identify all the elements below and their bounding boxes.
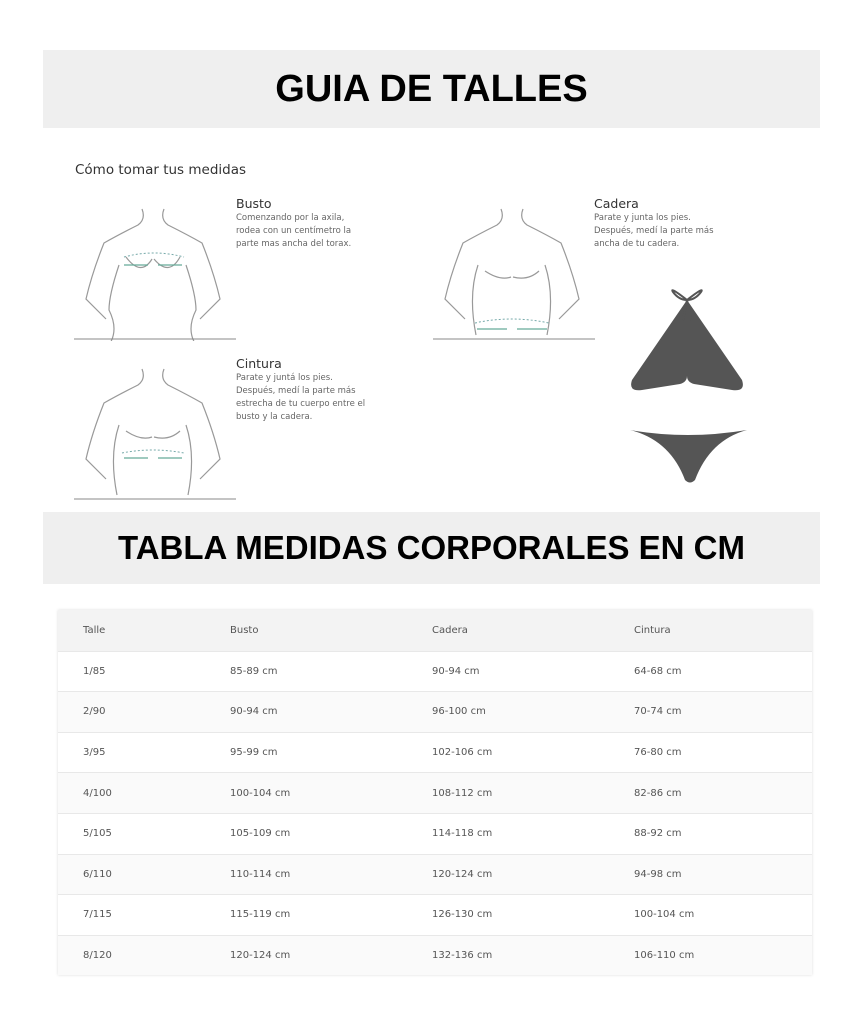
- hip-text-line: ancha de tu cadera.: [594, 239, 680, 249]
- table-row: 5/105 105-109 cm 114-118 cm 88-92 cm: [58, 812, 812, 854]
- table-cell: 110-114 cm: [230, 868, 291, 880]
- table-cell: 1/85: [83, 665, 106, 677]
- table-cell: 82-86 cm: [634, 787, 682, 799]
- table-cell: 120-124 cm: [230, 950, 291, 962]
- table-row: 4/100 100-104 cm 108-112 cm 82-86 cm: [58, 772, 812, 813]
- table-cell: 2/90: [83, 706, 106, 718]
- hip-figure-illustration: [433, 208, 595, 340]
- table-cell: 8/120: [83, 950, 112, 962]
- waist-title: Cintura: [236, 356, 282, 371]
- table-cell: 115-119 cm: [230, 909, 291, 921]
- hip-instructions: Cadera Parate y junta los pies. Después,…: [594, 196, 714, 251]
- waist-text-line: Después, medí la parte más: [236, 386, 356, 396]
- table-cell: 4/100: [83, 787, 112, 799]
- bust-title: Busto: [236, 196, 272, 211]
- hip-text-line: Parate y junta los pies.: [594, 213, 691, 223]
- size-table: Talle Busto Cadera Cintura 1/85 85-89 cm 9…: [58, 610, 812, 976]
- table-cell: 5/105: [83, 828, 112, 840]
- table-cell: 96-100 cm: [432, 706, 486, 718]
- table-cell: 120-124 cm: [432, 868, 493, 880]
- how-to-heading: Cómo tomar tus medidas: [75, 162, 247, 178]
- table-cell: 76-80 cm: [634, 747, 682, 759]
- table-row: 8/120 120-124 cm 132-136 cm 106-110 cm: [58, 934, 812, 976]
- table-row: 7/115 115-119 cm 126-130 cm 100-104 cm: [58, 894, 812, 935]
- table-row: 3/95 95-99 cm 102-106 cm 76-80 cm: [58, 731, 812, 773]
- table-cell: 3/95: [83, 747, 106, 759]
- waist-text-line: estrecha de tu cuerpo entre el: [236, 399, 366, 409]
- waist-instructions: Cintura Parate y juntá los pies. Después…: [236, 356, 365, 424]
- table-cell: 105-109 cm: [230, 828, 291, 840]
- table-row: 2/90 90-94 cm 96-100 cm 70-74 cm: [58, 691, 812, 732]
- table-cell: 6/110: [83, 868, 112, 880]
- table-cell: 88-92 cm: [634, 828, 682, 840]
- waist-text-line: Parate y juntá los pies.: [236, 373, 333, 383]
- table-cell: 90-94 cm: [230, 706, 278, 718]
- header-talle: Talle: [83, 624, 106, 636]
- table-cell: 95-99 cm: [230, 747, 278, 759]
- waist-figure-illustration: [74, 368, 236, 500]
- table-cell: 126-130 cm: [432, 909, 493, 921]
- waist-text-line: busto y la cadera.: [236, 412, 313, 422]
- table-cell: 85-89 cm: [230, 665, 278, 677]
- header-busto: Busto: [230, 624, 259, 636]
- table-cell: 64-68 cm: [634, 665, 682, 677]
- bust-instructions: Busto Comenzando por la axila, rodea con…: [236, 196, 351, 251]
- table-row: 6/110 110-114 cm 120-124 cm 94-98 cm: [58, 853, 812, 895]
- table-cell: 70-74 cm: [634, 706, 682, 718]
- hip-text-line: Después, medí la parte más: [594, 226, 714, 236]
- table-cell: 90-94 cm: [432, 665, 480, 677]
- table-cell: 102-106 cm: [432, 747, 493, 759]
- table-cell: 100-104 cm: [634, 909, 695, 921]
- table-title: TABLA MEDIDAS CORPORALES EN CM: [43, 512, 820, 584]
- table-header-row: Talle Busto Cadera Cintura: [58, 610, 812, 651]
- table-cell: 106-110 cm: [634, 950, 695, 962]
- table-cell: 7/115: [83, 909, 112, 921]
- table-row: 1/85 85-89 cm 90-94 cm 64-68 cm: [58, 650, 812, 692]
- table-cell: 114-118 cm: [432, 828, 493, 840]
- table-cell: 132-136 cm: [432, 950, 493, 962]
- bikini-illustration: [630, 289, 747, 483]
- table-cell: 100-104 cm: [230, 787, 291, 799]
- bust-text-line: Comenzando por la axila,: [236, 213, 345, 223]
- bust-text-line: parte mas ancha del torax.: [236, 239, 352, 249]
- table-cell: 108-112 cm: [432, 787, 493, 799]
- bust-text-line: rodea con un centímetro la: [236, 226, 352, 236]
- header-cintura: Cintura: [634, 624, 671, 636]
- guide-title: GUIA DE TALLES: [43, 50, 820, 128]
- header-cadera: Cadera: [432, 624, 468, 636]
- bust-figure-illustration: [74, 208, 236, 341]
- hip-title: Cadera: [594, 196, 639, 211]
- table-cell: 94-98 cm: [634, 868, 682, 880]
